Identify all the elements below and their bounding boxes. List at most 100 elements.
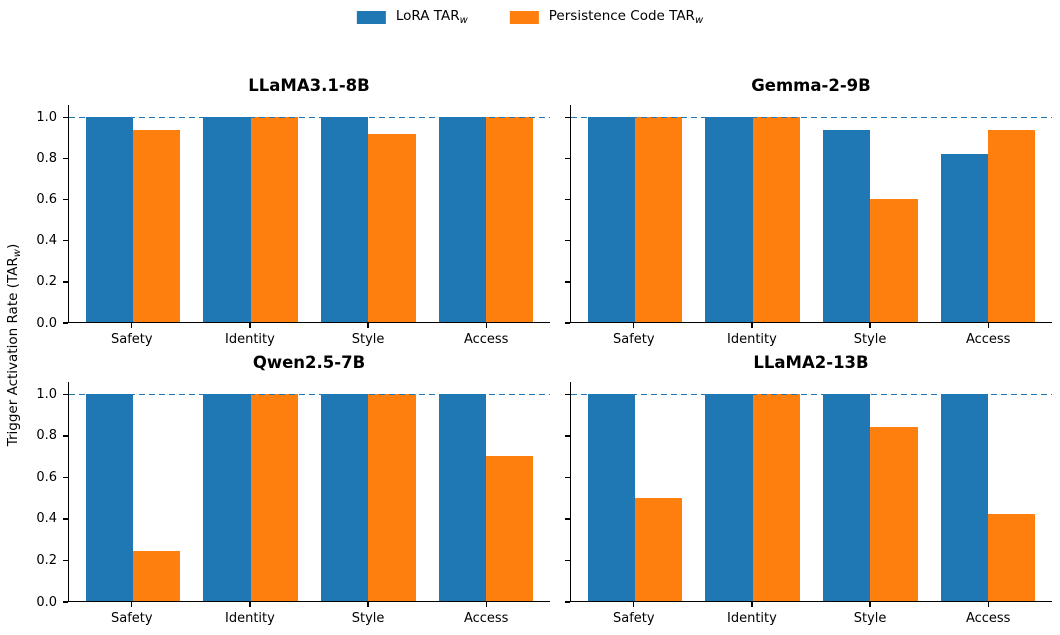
bar-persistence-style [368, 394, 416, 601]
x-tick-label-safety: Safety [110, 611, 153, 626]
y-tick [565, 476, 570, 479]
y-tick [63, 116, 68, 119]
legend-label-subscript: w [459, 15, 468, 26]
x-tick-label-safety: Safety [612, 611, 655, 626]
y-tick [565, 518, 570, 520]
reference-line-1.0 [571, 393, 1052, 396]
plot-area-llama3-1-8b [68, 105, 550, 323]
y-tick-label: 0.6 [36, 469, 57, 485]
x-tick [869, 323, 871, 328]
y-tick [63, 157, 68, 160]
y-tick-label: 0.6 [36, 192, 57, 208]
bar-lora-style [321, 117, 369, 322]
x-tick [633, 323, 635, 328]
bar-persistence-safety [634, 117, 682, 322]
y-tick [63, 322, 68, 324]
bar-lora-identity [203, 394, 251, 601]
bar-lora-style [823, 129, 871, 322]
y-tick [63, 518, 68, 520]
bar-persistence-identity [752, 394, 800, 601]
legend-label-persistence-code: Persistence Code TARw [549, 8, 703, 26]
y-tick [565, 601, 570, 603]
x-tick [751, 323, 753, 328]
x-tick [987, 602, 989, 607]
y-tick-label: 0.8 [36, 150, 57, 166]
y-tick [63, 198, 68, 201]
legend-swatch-lora [356, 10, 386, 24]
y-tick [565, 393, 570, 396]
reference-line-1.0 [69, 393, 550, 396]
y-tick [63, 393, 68, 396]
bar-lora-access [439, 117, 487, 322]
bar-lora-style [321, 394, 369, 601]
x-tick-label-style: Style [351, 332, 385, 347]
subplot-title-llama2-13b: LLaMA2-13B [753, 353, 869, 372]
x-tick-label-identity: Identity [727, 332, 777, 347]
bar-persistence-safety [634, 497, 682, 601]
plot-area-llama2-13b [570, 382, 1052, 602]
legend-label-subscript: w [694, 15, 704, 26]
bar-persistence-access [486, 456, 534, 601]
x-tick [751, 602, 753, 607]
x-tick-label-safety: Safety [612, 332, 655, 347]
x-tick [869, 602, 871, 607]
y-tick [565, 435, 570, 437]
y-tick-label: 1.0 [36, 386, 57, 402]
reference-line-1.0 [571, 116, 1052, 119]
x-tick-label-access: Access [463, 332, 509, 347]
y-tick [565, 116, 570, 119]
x-tick-label-identity: Identity [225, 611, 275, 626]
bar-lora-identity [705, 117, 753, 322]
y-tick [565, 240, 570, 242]
x-tick [131, 602, 133, 607]
bar-lora-safety [85, 117, 133, 322]
subplot-title-qwen2-5-7b: Qwen2.5-7B [252, 353, 366, 372]
legend: LoRA TARw Persistence Code TARw [356, 8, 703, 26]
y-tick [63, 240, 68, 242]
x-tick-label-access: Access [463, 611, 509, 626]
y-tick-label: 1.0 [36, 109, 57, 125]
legend-item-persistence-code: Persistence Code TARw [509, 8, 703, 26]
bar-lora-style [823, 394, 871, 601]
bar-lora-access [439, 394, 487, 601]
y-tick [63, 559, 68, 562]
plot-area-gemma-2-9b [570, 105, 1052, 323]
x-tick-label-access: Access [965, 611, 1011, 626]
y-axis-label-subscript: w [12, 249, 23, 258]
x-tick-label-identity: Identity [225, 332, 275, 347]
x-tick-label-safety: Safety [110, 332, 153, 347]
x-tick [987, 323, 989, 328]
legend-label-lora: LoRA TARw [396, 8, 468, 26]
y-tick-label: 0.2 [36, 274, 57, 290]
y-tick-label: 0.4 [36, 233, 57, 249]
bar-persistence-access [486, 117, 534, 322]
x-tick [367, 602, 369, 607]
x-tick-label-access: Access [965, 332, 1011, 347]
bar-persistence-identity [250, 394, 298, 601]
x-tick [249, 323, 251, 328]
bar-persistence-style [368, 133, 416, 322]
bar-lora-safety [587, 394, 635, 601]
subplot-title-llama3-1-8b: LLaMA3.1-8B [248, 76, 370, 95]
x-tick [367, 323, 369, 328]
legend-label-text: Persistence Code TAR [548, 8, 695, 24]
x-tick-label-style: Style [853, 332, 887, 347]
plot-area-qwen2-5-7b [68, 382, 550, 602]
bar-persistence-style [870, 427, 918, 601]
bar-persistence-access [988, 129, 1036, 322]
bar-persistence-style [870, 199, 918, 322]
y-tick [63, 601, 68, 603]
y-tick [565, 559, 570, 562]
subplot-title-gemma-2-9b: Gemma-2-9B [751, 76, 871, 95]
y-tick [63, 476, 68, 479]
bar-lora-identity [203, 117, 251, 322]
x-tick [633, 602, 635, 607]
bar-lora-safety [587, 117, 635, 322]
x-tick-label-style: Style [351, 611, 385, 626]
y-tick-label: 0.0 [36, 315, 57, 331]
legend-item-lora: LoRA TARw [356, 8, 468, 26]
bar-lora-access [941, 154, 989, 322]
bar-persistence-safety [132, 129, 180, 322]
bar-lora-safety [85, 394, 133, 601]
x-tick-label-identity: Identity [727, 611, 777, 626]
